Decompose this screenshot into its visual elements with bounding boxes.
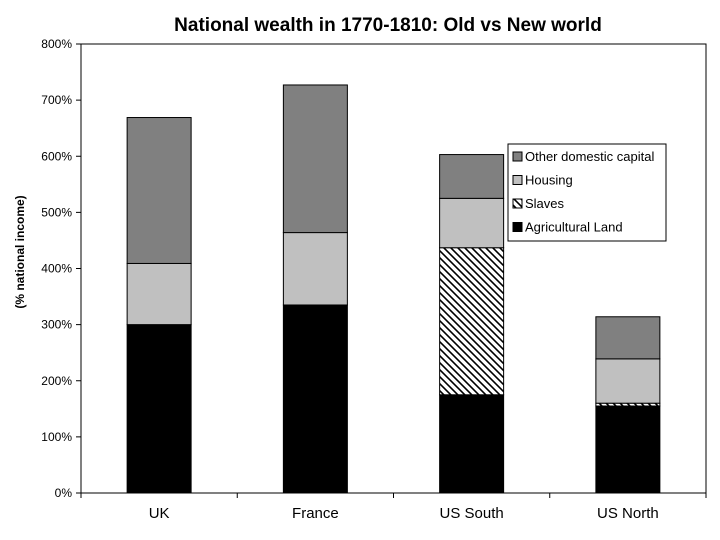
bar-us-south-housing bbox=[439, 197, 505, 249]
y-tick-label: 600% bbox=[41, 149, 72, 163]
legend-label-agricultural-land: Agricultural Land bbox=[525, 220, 623, 235]
bar-us-south-slaves bbox=[439, 247, 505, 396]
bar-uk-housing bbox=[126, 262, 192, 326]
bar-us-south-agricultural-land bbox=[439, 394, 505, 494]
y-tick-label: 0% bbox=[55, 486, 73, 500]
legend-label-slaves: Slaves bbox=[525, 196, 565, 211]
x-tick-label-uk: UK bbox=[149, 505, 170, 522]
legend: Other domestic capital Housing Slaves Agric… bbox=[507, 143, 667, 242]
bar-france-housing bbox=[282, 232, 348, 306]
x-tick-label-us-south: US South bbox=[440, 505, 504, 522]
bar-us-north-agricultural-land bbox=[595, 405, 661, 494]
legend-swatch-agricultural-land bbox=[512, 222, 523, 232]
legend-label-other-domestic-capital: Other domestic capital bbox=[525, 149, 654, 164]
bar-france-other-domestic-capital bbox=[282, 84, 348, 234]
chart-title: National wealth in 1770-1810: Old vs New… bbox=[174, 15, 602, 36]
y-tick-label: 800% bbox=[41, 37, 72, 51]
y-axis-label: (% national income) bbox=[13, 195, 27, 308]
bar-us-south-other-domestic-capital bbox=[439, 154, 505, 199]
x-axis: UK France US South US North bbox=[80, 493, 707, 522]
x-tick-label-us-north: US North bbox=[597, 505, 659, 522]
bar-us-north-other-domestic-capital bbox=[595, 316, 661, 360]
bars bbox=[126, 84, 661, 494]
bar-us-north-housing bbox=[595, 358, 661, 404]
bar-france-agricultural-land bbox=[282, 304, 348, 494]
legend-swatch-housing bbox=[512, 175, 523, 185]
bar-uk-agricultural-land bbox=[126, 324, 192, 494]
legend-swatch-slaves bbox=[512, 198, 523, 209]
x-tick-label-france: France bbox=[292, 505, 339, 522]
bar-uk-other-domestic-capital bbox=[126, 117, 192, 264]
legend-label-housing: Housing bbox=[525, 173, 573, 188]
legend-swatch-other-domestic-capital bbox=[512, 151, 523, 162]
y-tick-label: 100% bbox=[41, 430, 72, 444]
y-tick-label: 200% bbox=[41, 374, 72, 388]
y-tick-label: 300% bbox=[41, 318, 72, 332]
legend-box bbox=[507, 143, 667, 242]
y-axis: 0% 100% 200% 300% 400% 500% 600% 700% 800% bbox=[41, 37, 81, 500]
y-tick-label: 400% bbox=[41, 262, 72, 276]
y-tick-label: 700% bbox=[41, 93, 72, 107]
y-tick-label: 500% bbox=[41, 205, 72, 219]
